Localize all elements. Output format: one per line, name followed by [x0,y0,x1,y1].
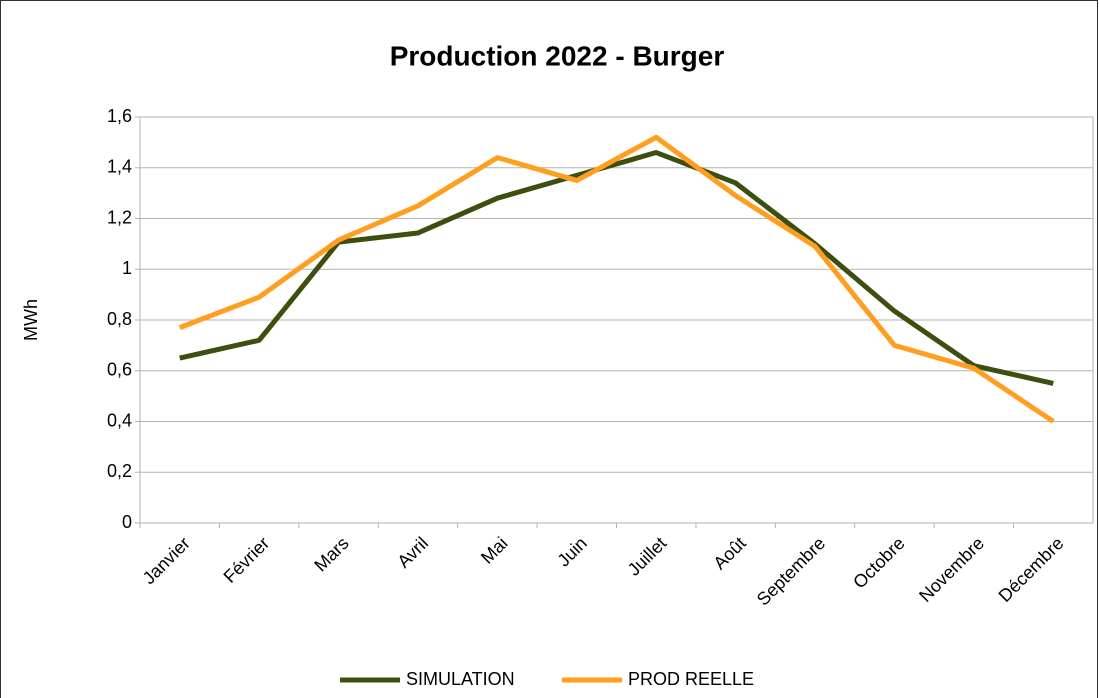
legend-label: SIMULATION [406,669,515,689]
y-tick-label: 0,4 [107,410,132,430]
y-tick-label: 1,2 [107,207,132,227]
y-axis-label: MWh [21,299,41,341]
y-tick-label: 1,6 [107,106,132,126]
y-tick-label: 1 [122,258,132,278]
series-line [178,134,1055,424]
series-line [179,150,1054,386]
legend-label: PROD REELLE [628,669,754,689]
y-tick-label: 0,8 [107,309,132,329]
y-tick-label: 0 [122,512,132,532]
y-tick-label: 0,6 [107,360,132,380]
chart-title: Production 2022 - Burger [390,40,725,71]
y-tick-label: 0,2 [107,461,132,481]
y-tick-label: 1,4 [107,157,132,177]
